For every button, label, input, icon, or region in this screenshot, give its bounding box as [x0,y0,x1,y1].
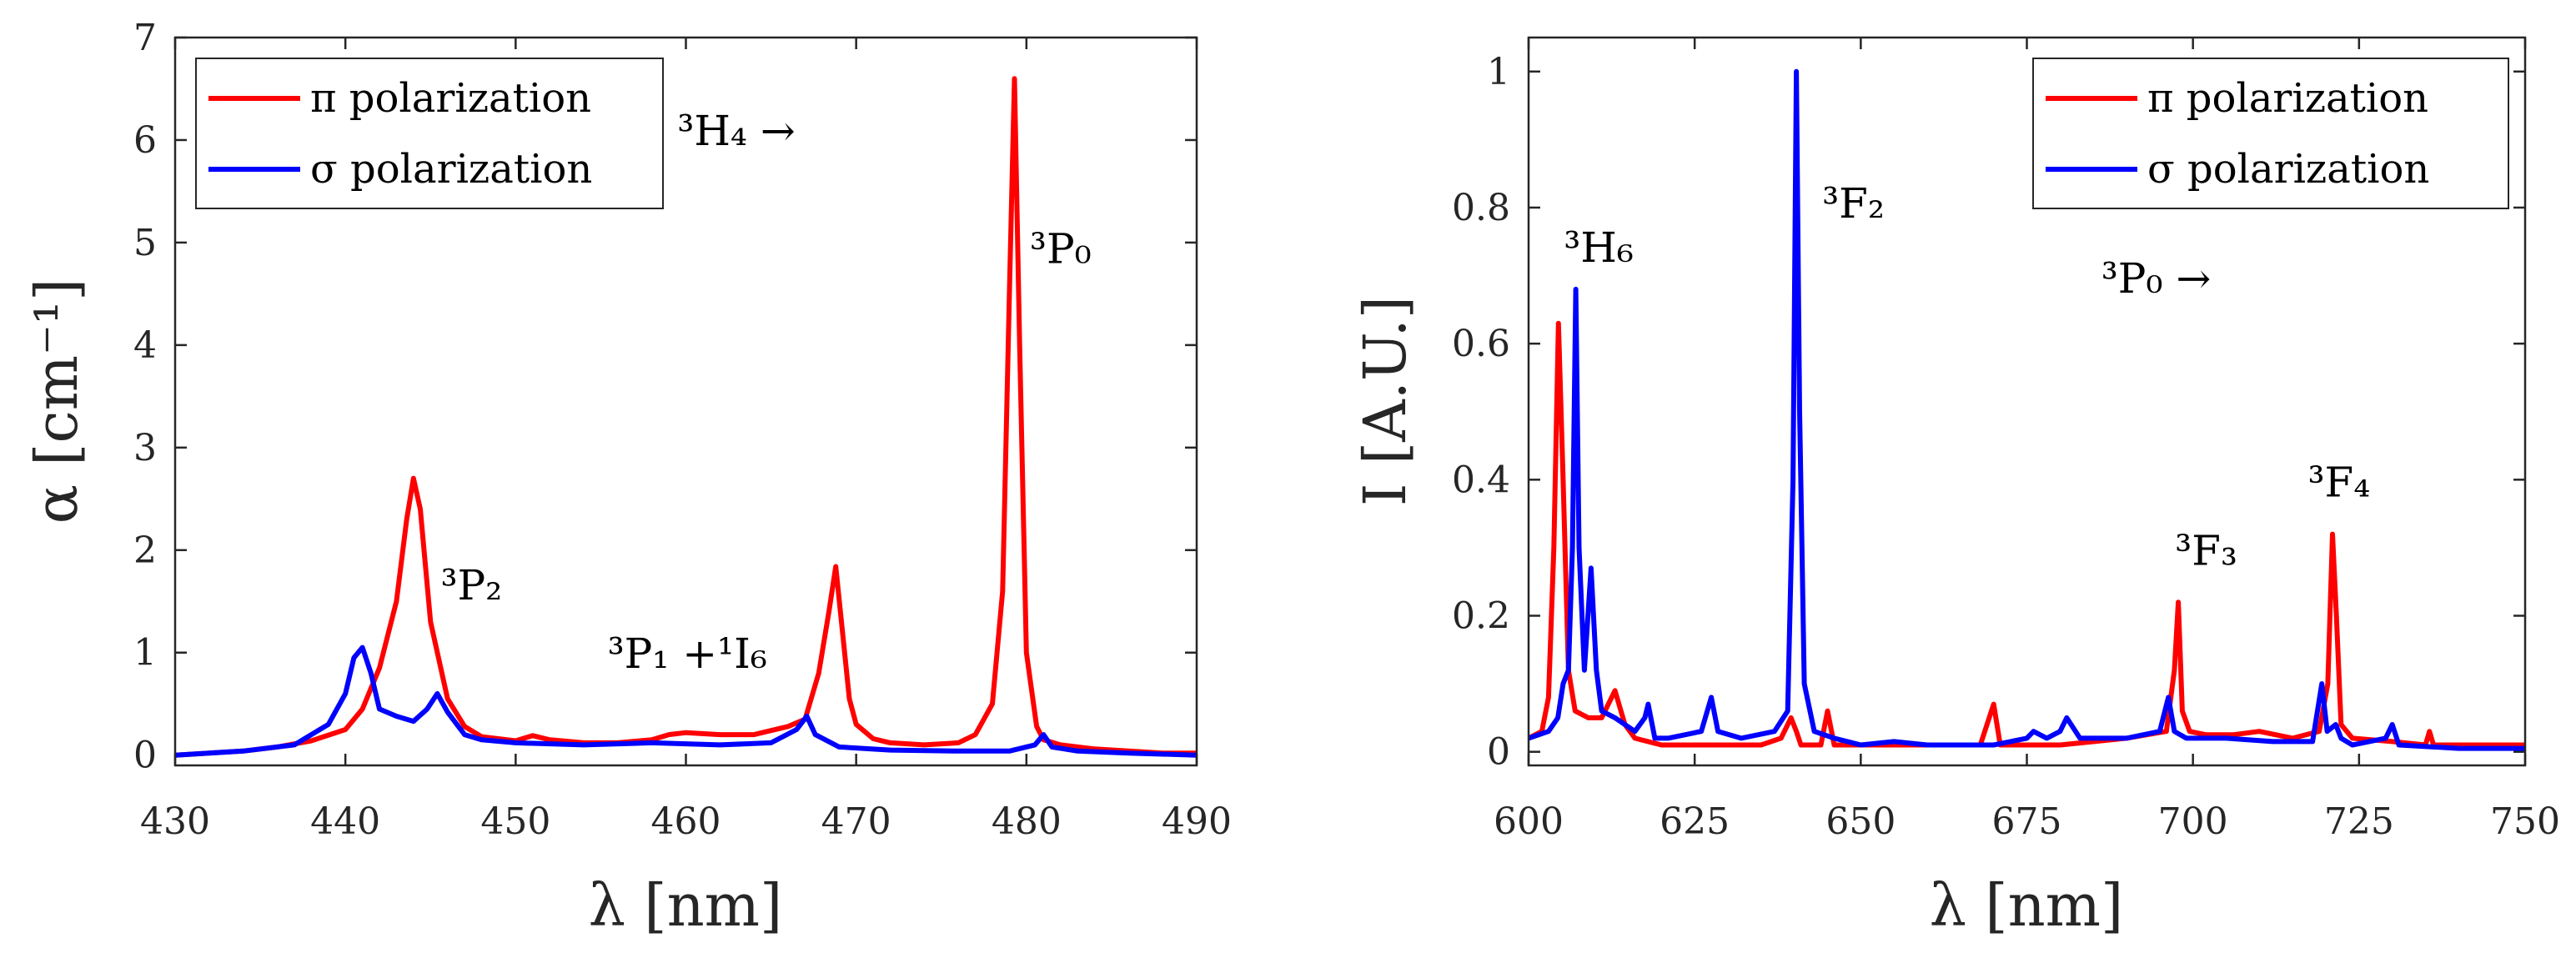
right-y-tick-label: 0.4 [1452,459,1510,501]
right-annotation-3f2: ³F₂ [1822,179,1885,228]
right-y-tick-label: 0.2 [1452,595,1510,638]
left-legend-box [195,58,664,209]
right-legend: π polarization σ polarization [2032,58,2509,209]
left-x-tick-labels: 430 440 450 460 470 480 490 [140,800,1232,843]
left-axes-box [173,36,1198,767]
left-legend: π polarization σ polarization [195,58,664,209]
right-x-tick-label: 625 [1660,800,1730,843]
right-x-tick-label: 650 [1825,800,1896,843]
left-y-tick-label: 0 [133,735,157,777]
left-series-sigma-line [174,645,1198,758]
right-x-tick-label: 725 [2324,800,2394,843]
left-x-tick-label: 460 [651,800,721,843]
left-y-axis-title: α [cm⁻¹] [23,278,91,524]
left-ticks [173,36,1198,765]
right-y-tick-label: 0.6 [1452,323,1510,365]
left-series-lines [174,76,1198,758]
right-y-tick-label: 0.8 [1452,187,1510,229]
left-y-tick-label: 6 [133,119,157,162]
left-y-tick-label: 4 [133,324,157,367]
left-x-tick-label: 440 [310,800,380,843]
left-x-axis-title: λ [nm] [589,871,783,940]
right-annotation-3f3: ³F₃ [2175,526,2237,574]
left-panel: 430 440 450 460 470 480 490 0 1 2 3 4 5 … [23,17,1232,940]
left-annotation-3p2: ³P₂ [441,561,503,609]
right-annotation-3f4: ³F₄ [2307,459,2370,507]
left-y-tick-label: 5 [133,222,157,264]
right-y-axis-title: I [A.U.] [1351,296,1419,506]
right-annotation-3h6: ³H₆ [1564,223,1634,272]
left-legend-pi-label: π polarization [310,75,591,122]
right-x-tick-label: 675 [1992,800,2062,843]
right-legend-sigma-label: σ polarization [2147,146,2429,193]
left-y-tick-labels: 0 1 2 3 4 5 6 7 [133,17,157,777]
right-x-axis-title: λ [nm] [1930,871,2124,940]
right-x-tick-labels: 600 625 650 675 700 725 750 [1494,800,2560,843]
right-y-tick-labels: 0 0.2 0.4 0.6 0.8 1 [1452,51,1510,774]
left-legend-sigma-label: σ polarization [310,146,592,193]
left-x-tick-label: 490 [1162,800,1232,843]
left-series-pi-line [174,76,1197,758]
right-x-tick-label: 700 [2158,800,2228,843]
left-x-tick-label: 430 [140,800,210,843]
right-x-tick-label: 600 [1494,800,1564,843]
left-annotation-3h4: ³H₄ → [677,107,795,155]
left-y-tick-label: 7 [133,17,157,59]
right-annotation-3p0: ³P₀ → [2101,254,2212,303]
left-y-tick-label: 3 [133,427,157,469]
left-y-tick-label: 2 [133,529,157,572]
right-y-tick-label: 0 [1487,731,1510,774]
left-x-tick-label: 470 [821,800,891,843]
left-x-tick-label: 480 [992,800,1062,843]
right-legend-pi-label: π polarization [2147,75,2428,122]
right-series-sigma-line [1528,68,2525,751]
right-x-tick-label: 750 [2490,800,2560,843]
right-legend-box [2032,58,2509,209]
right-axes-box [1527,36,2527,767]
left-annotation-3p1-1i6: ³P₁ +¹I₆ [608,629,767,678]
right-y-tick-label: 1 [1487,51,1510,93]
right-panel: 600 625 650 675 700 725 750 0 0.2 0.4 0.… [1351,36,2560,940]
right-series-lines [1527,68,2525,751]
left-annotation-3p0: ³P₀ [1030,225,1092,273]
left-y-tick-label: 1 [133,632,157,675]
left-x-tick-label: 450 [480,800,550,843]
